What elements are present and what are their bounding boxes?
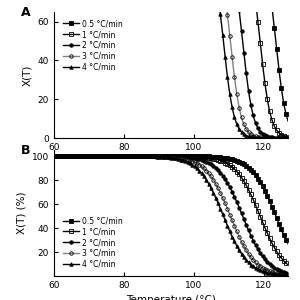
Line: 4 °C/min: 4 °C/min (52, 154, 290, 277)
4 °C/min (52, 154, 56, 158)
1 °C/min (286, 263, 290, 267)
4 °C/min (158, 155, 162, 158)
Line: 1 °C/min: 1 °C/min (52, 154, 290, 267)
3 °C/min (52, 154, 56, 158)
3 °C/min (94, 154, 97, 158)
Line: 2 °C/min: 2 °C/min (52, 0, 290, 140)
1 °C/min (94, 154, 97, 158)
3 °C/min (158, 154, 162, 158)
0.5 °C/min (208, 155, 212, 158)
2 °C/min (286, 136, 290, 140)
1 °C/min (112, 154, 116, 158)
4 °C/min (112, 154, 116, 158)
3 °C/min (228, 38, 232, 41)
3 °C/min (208, 174, 212, 177)
2 °C/min (158, 154, 162, 158)
Line: 0.5 °C/min: 0.5 °C/min (52, 0, 290, 123)
2 °C/min (190, 156, 194, 160)
Legend: 0.5 °C/min, 1 °C/min, 2 °C/min, 3 °C/min, 4 °C/min: 0.5 °C/min, 1 °C/min, 2 °C/min, 3 °C/min… (62, 215, 123, 270)
2 °C/min (228, 186, 232, 190)
Legend: 0.5 °C/min, 1 °C/min, 2 °C/min, 3 °C/min, 4 °C/min: 0.5 °C/min, 1 °C/min, 2 °C/min, 3 °C/min… (62, 18, 123, 73)
0.5 °C/min (94, 154, 97, 158)
0.5 °C/min (158, 154, 162, 158)
Line: 2 °C/min: 2 °C/min (52, 154, 290, 275)
4 °C/min (286, 136, 290, 140)
Y-axis label: X(T): X(T) (22, 64, 32, 86)
Line: 4 °C/min: 4 °C/min (52, 0, 290, 140)
4 °C/min (208, 185, 212, 188)
4 °C/min (94, 154, 97, 158)
Text: B: B (21, 144, 31, 157)
1 °C/min (208, 156, 212, 160)
4 °C/min (190, 163, 194, 166)
Line: 1 °C/min: 1 °C/min (52, 0, 290, 139)
X-axis label: Temperature (°C): Temperature (°C) (126, 158, 216, 167)
1 °C/min (228, 164, 232, 167)
0.5 °C/min (190, 154, 194, 158)
4 °C/min (228, 230, 232, 234)
0.5 °C/min (228, 157, 232, 160)
X-axis label: Temperature (°C): Temperature (°C) (126, 296, 216, 300)
2 °C/min (286, 271, 290, 275)
0.5 °C/min (286, 119, 290, 123)
3 °C/min (112, 154, 116, 158)
1 °C/min (286, 135, 290, 139)
1 °C/min (52, 154, 56, 158)
1 °C/min (190, 155, 194, 158)
4 °C/min (286, 274, 290, 277)
Line: 3 °C/min: 3 °C/min (52, 0, 290, 140)
0.5 °C/min (52, 154, 56, 158)
0.5 °C/min (286, 242, 290, 245)
2 °C/min (52, 154, 56, 158)
3 °C/min (286, 136, 290, 140)
2 °C/min (112, 154, 116, 158)
Y-axis label: X(T) (%): X(T) (%) (16, 192, 26, 234)
4 °C/min (228, 94, 232, 98)
Line: 3 °C/min: 3 °C/min (52, 154, 290, 277)
Text: A: A (21, 6, 31, 19)
2 °C/min (208, 162, 212, 166)
3 °C/min (286, 273, 290, 277)
1 °C/min (158, 154, 162, 158)
3 °C/min (190, 159, 194, 163)
3 °C/min (228, 214, 232, 217)
2 °C/min (94, 154, 97, 158)
Line: 0.5 °C/min: 0.5 °C/min (52, 154, 290, 245)
0.5 °C/min (112, 154, 116, 158)
